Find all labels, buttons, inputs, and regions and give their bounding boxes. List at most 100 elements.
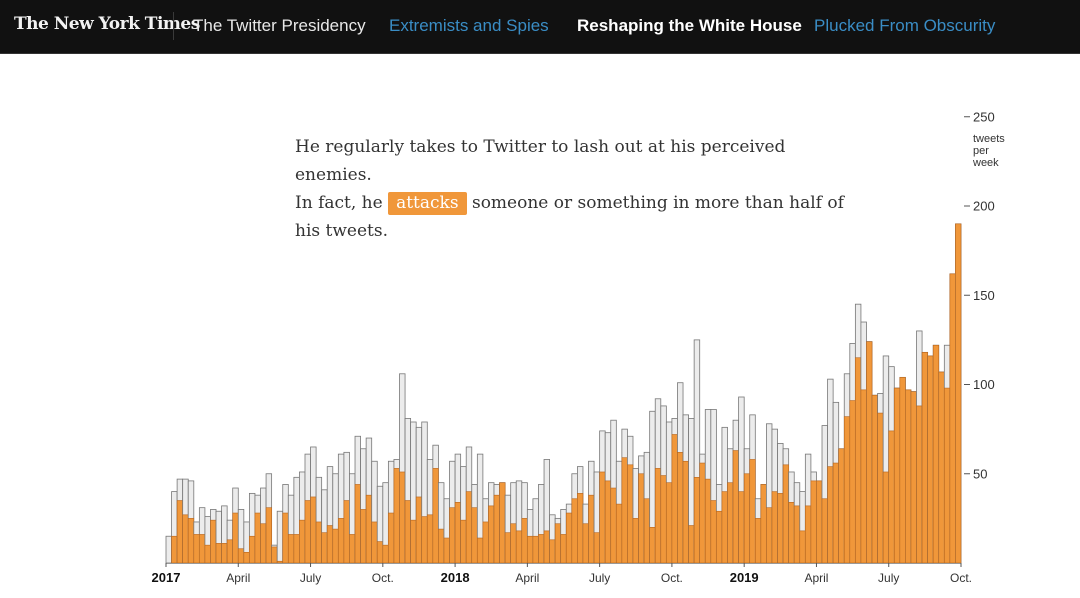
bar-attack-tweets (304, 500, 311, 564)
bar-attack-tweets (810, 480, 817, 564)
bar-attack-tweets (510, 523, 517, 564)
bar-attack-tweets (777, 493, 784, 564)
bar-attack-tweets (210, 519, 217, 564)
bar-attack-tweets (827, 466, 834, 564)
bar-attack-tweets (527, 535, 534, 564)
bar-attack-tweets (515, 530, 523, 564)
bar-attack-tweets (404, 500, 411, 564)
bar-attack-tweets (565, 512, 573, 564)
y-axis-unit-label-line1: tweets (973, 133, 1005, 145)
nav-divider (173, 12, 174, 40)
bar-attack-tweets (199, 534, 206, 564)
bar-attack-tweets (493, 494, 500, 564)
bar-attack-tweets (265, 507, 272, 564)
bar-attack-tweets (593, 532, 600, 564)
bar-attack-tweets (649, 526, 656, 564)
bar-attack-tweets (243, 551, 250, 564)
bar-attack-tweets (460, 519, 467, 564)
bar-attack-tweets (766, 507, 773, 564)
bar-attack-tweets (399, 471, 406, 564)
y-axis-unit-label-line3: week (972, 157, 999, 169)
bar-attack-tweets (654, 468, 662, 564)
bar-attack-tweets (921, 352, 928, 564)
bar-attack-tweets (677, 452, 684, 564)
bar-attack-tweets (610, 487, 617, 564)
bar-attack-tweets (955, 223, 962, 564)
bar-attack-tweets (866, 341, 873, 564)
bar-attack-tweets (171, 535, 178, 564)
bar-attack-tweets (443, 537, 450, 564)
bar-attack-tweets (560, 534, 567, 564)
bar-attack-tweets (710, 500, 717, 564)
bar-attack-tweets (549, 539, 556, 564)
bar-attack-tweets (449, 507, 456, 564)
bar-attack-tweets (187, 518, 195, 564)
nav-link-reshaping-the-white-house[interactable]: Reshaping the White House (577, 16, 802, 35)
bar-attack-tweets (488, 505, 495, 564)
bar-total-tweets (165, 535, 172, 564)
caption-pre: In fact, he (295, 193, 383, 213)
bar-attack-tweets (932, 344, 940, 564)
bar-attack-tweets (682, 460, 689, 564)
nav-link-plucked-from-obscurity[interactable]: Plucked From Obscurity (814, 16, 996, 35)
bar-attack-tweets (426, 514, 434, 564)
bar-attack-tweets (899, 377, 906, 564)
bar-attack-tweets (888, 430, 895, 564)
bar-attack-tweets (799, 530, 806, 564)
bar-attack-tweets (521, 518, 528, 564)
x-axis: 2017 April July Oct. 2018 April July Oct. 2019 Ap… (152, 563, 972, 585)
bar-attack-tweets (577, 493, 584, 564)
bar-attack-tweets (232, 512, 239, 564)
y-axis-unit-label-line2: per (973, 145, 989, 157)
x-tick-label: July (589, 571, 610, 585)
x-tick-label: 2018 (441, 570, 470, 585)
chart-caption: He regularly takes to Twitter to lash ou… (295, 133, 855, 245)
caption-post: someone or something in more than half o… (295, 193, 844, 241)
bar-attack-tweets (604, 480, 612, 564)
bar-attack-tweets (760, 484, 767, 564)
bar-attack-tweets (376, 541, 384, 564)
x-tick-label: April (804, 571, 828, 585)
bar-attack-tweets (410, 519, 417, 564)
bar-attack-tweets (499, 482, 506, 564)
bar-attack-tweets (805, 505, 812, 564)
x-tick-label: Oct. (372, 571, 394, 585)
bar-attack-tweets (354, 484, 361, 564)
bar-attack-tweets (693, 477, 701, 564)
bar-attack-tweets (782, 464, 789, 564)
bar-attack-tweets (944, 387, 951, 564)
bar-attack-tweets (938, 371, 945, 564)
nyt-logo[interactable]: The New York Times (14, 14, 200, 34)
bar-attack-tweets (371, 521, 378, 564)
bar-attack-tweets (754, 518, 762, 564)
bar-attack-tweets (421, 516, 428, 564)
bar-attack-tweets (315, 521, 322, 564)
bar-attack-tweets (749, 459, 756, 564)
bar-attack-tweets (432, 468, 439, 564)
bar-attack-tweets (910, 391, 917, 564)
bar-attack-tweets (638, 473, 645, 564)
bar-attack-tweets (849, 400, 856, 564)
bar-attack-tweets (293, 534, 300, 564)
bar-attack-tweets (271, 546, 278, 564)
bar-attack-tweets (465, 491, 473, 564)
bar-attack-tweets (632, 518, 639, 564)
bar-attack-tweets (793, 505, 801, 564)
bar-attack-tweets (916, 405, 923, 564)
bar-attack-tweets (215, 543, 222, 564)
bar-attack-tweets (254, 512, 261, 564)
bar-attack-tweets (771, 491, 778, 564)
bar-attack-tweets (571, 498, 578, 564)
bar-attack-tweets (388, 512, 395, 564)
bar-attack-tweets (671, 434, 678, 564)
nav-link-extremists-and-spies[interactable]: Extremists and Spies (389, 16, 549, 35)
bar-attack-tweets (588, 494, 595, 564)
bar-attack-tweets (454, 502, 461, 564)
y-tick-label: 250 (973, 109, 995, 124)
nav-section-title[interactable]: The Twitter Presidency (193, 16, 366, 35)
x-tick-label: 2017 (152, 570, 181, 585)
bar-attack-tweets (927, 355, 934, 564)
bar-attack-tweets (343, 500, 350, 564)
attacks-highlight-badge[interactable]: attacks (388, 192, 467, 215)
